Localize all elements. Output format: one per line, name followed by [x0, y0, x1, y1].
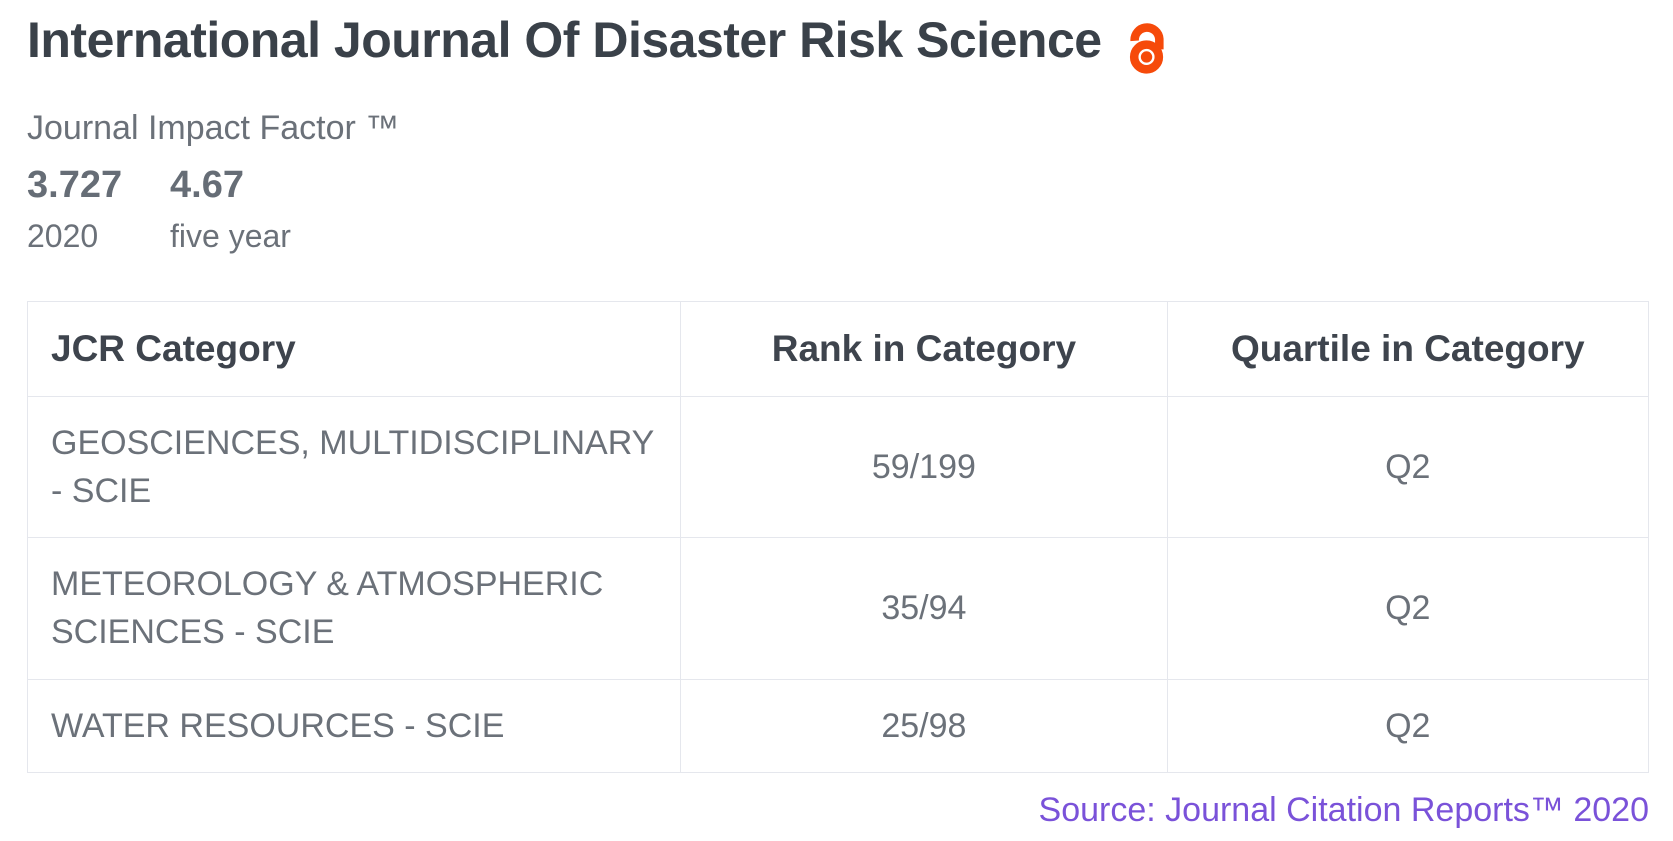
table-header-row: JCR Category Rank in Category Quartile i… [26, 300, 1650, 397]
table-row-geosciences: GEOSCIENCES, MULTIDISCIPLINARY - SCIE 59… [26, 395, 1650, 539]
cell-quartile: Q2 [1166, 678, 1650, 774]
source-link[interactable]: Source: Journal Citation Reports™ 2020 [1038, 791, 1649, 830]
title-row: International Journal Of Disaster Risk S… [27, 12, 1649, 75]
column-header-jcr-category: JCR Category [26, 300, 682, 397]
jif-five-year-column: 4.67 five year [170, 164, 313, 255]
table-row-water-resources: WATER RESOURCES - SCIE 25/98 Q2 [26, 678, 1650, 774]
cell-quartile: Q2 [1166, 537, 1650, 680]
jif-value-current: 3.727 [27, 164, 123, 206]
jif-period-current: 2020 [27, 217, 99, 254]
column-header-quartile-in-category: Quartile in Category [1166, 300, 1650, 397]
journal-title: International Journal Of Disaster Risk S… [27, 12, 1102, 68]
jcr-category-table: JCR Category Rank in Category Quartile i… [26, 300, 1650, 774]
jif-current-column: 3.727 2020 [27, 164, 170, 255]
table-row-meteorology: METEOROLOGY & ATMOSPHERIC SCIENCES - SCI… [26, 537, 1650, 680]
cell-category: WATER RESOURCES - SCIE [26, 678, 682, 774]
cell-rank: 25/98 [680, 678, 1168, 774]
jif-period-five-year: five year [170, 217, 291, 254]
cell-quartile: Q2 [1166, 395, 1650, 539]
open-access-icon [1128, 20, 1166, 75]
column-header-rank-in-category: Rank in Category [680, 300, 1168, 397]
cell-category: METEOROLOGY & ATMOSPHERIC SCIENCES - SCI… [26, 537, 682, 680]
jif-value-five-year: 4.67 [170, 164, 244, 206]
jif-values-block: 3.727 2020 4.67 five year [27, 164, 1649, 255]
source-line: Source: Journal Citation Reports™ 2020 [27, 791, 1649, 830]
jif-label: Journal Impact Factor ™ [27, 109, 400, 147]
cell-rank: 35/94 [680, 537, 1168, 680]
cell-category: GEOSCIENCES, MULTIDISCIPLINARY - SCIE [26, 395, 682, 539]
cell-rank: 59/199 [680, 395, 1168, 539]
